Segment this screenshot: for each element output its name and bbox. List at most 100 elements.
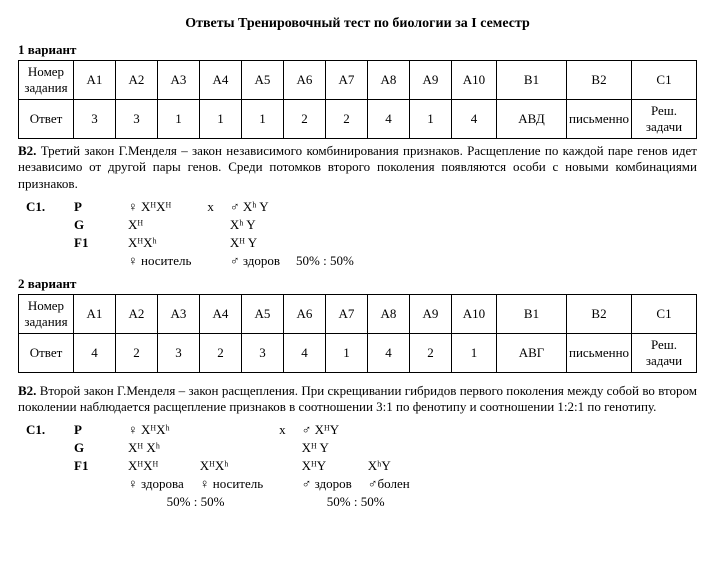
answer-cell: 3 <box>242 333 284 372</box>
answer-cell: Реш. задачи <box>632 333 697 372</box>
phenotype: ♂ здоров <box>294 475 360 493</box>
row-label-task: Номер задания <box>19 294 74 333</box>
ratio: 50% : 50% <box>120 493 271 511</box>
generation-p: P <box>66 421 120 439</box>
generation-f1: F1 <box>66 234 120 252</box>
c1-label: С1. <box>18 198 66 216</box>
gamete: Xᴴ <box>120 216 199 234</box>
variant-1-b2-text: В2. Третий закон Г.Менделя – закон незав… <box>18 143 697 192</box>
phenotype: ♂ здоров <box>222 252 288 270</box>
header-cell: В1 <box>497 61 567 100</box>
answer-cell: 3 <box>158 333 200 372</box>
answer-cell: 2 <box>200 333 242 372</box>
answer-cell: 4 <box>284 333 326 372</box>
variant-2-c1-cross: С1. P ♀ XᴴXʰ x ♂ XᴴY G Xᴴ Xʰ Xᴴ Y F1 XᴴX… <box>18 421 418 511</box>
answer-cell: 1 <box>158 100 200 139</box>
header-cell: А10 <box>452 294 497 333</box>
variant-2-table: Номер задания А1 А2 А3 А4 А5 А6 А7 А8 А9… <box>18 294 697 373</box>
answer-cell: 2 <box>326 100 368 139</box>
answer-cell: 3 <box>116 100 158 139</box>
header-cell: А1 <box>74 61 116 100</box>
answer-cell: 4 <box>452 100 497 139</box>
offspring: XᴴXʰ <box>120 234 199 252</box>
answer-cell: Реш. задачи <box>632 100 697 139</box>
header-cell: А4 <box>200 61 242 100</box>
header-cell: А2 <box>116 294 158 333</box>
header-cell: А1 <box>74 294 116 333</box>
answer-cell: 1 <box>410 100 452 139</box>
table-row: Номер задания А1 А2 А3 А4 А5 А6 А7 А8 А9… <box>19 61 697 100</box>
table-row: Ответ 3 3 1 1 1 2 2 4 1 4 АВД письменно … <box>19 100 697 139</box>
header-cell: А10 <box>452 61 497 100</box>
gamete: Xᴴ Xʰ <box>120 439 271 457</box>
answer-cell: 2 <box>410 333 452 372</box>
header-cell: А7 <box>326 294 368 333</box>
header-cell: А3 <box>158 294 200 333</box>
row-label-answer: Ответ <box>19 100 74 139</box>
header-cell: А8 <box>368 294 410 333</box>
header-cell: А5 <box>242 61 284 100</box>
header-cell: В1 <box>497 294 567 333</box>
header-cell: А3 <box>158 61 200 100</box>
header-cell: А4 <box>200 294 242 333</box>
parent-male: ♂ XᴴY <box>294 421 418 439</box>
variant-2-label: 2 вариант <box>18 276 697 292</box>
parent-female: ♀ XᴴXʰ <box>120 421 271 439</box>
answer-cell: 4 <box>368 100 410 139</box>
answer-cell: 1 <box>200 100 242 139</box>
header-cell: А5 <box>242 294 284 333</box>
answer-cell: 1 <box>452 333 497 372</box>
phenotype: ♀ носитель <box>120 252 199 270</box>
generation-p: P <box>66 198 120 216</box>
cross-symbol: x <box>199 198 222 216</box>
generation-g: G <box>66 216 120 234</box>
variant-1-c1-cross: С1. P ♀ XᴴXᴴ x ♂ Xʰ Y G Xᴴ Xʰ Y F1 XᴴXʰ … <box>18 198 362 270</box>
generation-g: G <box>66 439 120 457</box>
answer-cell: письменно <box>567 100 632 139</box>
header-cell: А9 <box>410 294 452 333</box>
answer-cell: 2 <box>284 100 326 139</box>
header-cell: А2 <box>116 61 158 100</box>
answer-cell: письменно <box>567 333 632 372</box>
parent-male: ♂ Xʰ Y <box>222 198 288 216</box>
answer-cell: 2 <box>116 333 158 372</box>
header-cell: А6 <box>284 61 326 100</box>
phenotype: ♂болен <box>360 475 418 493</box>
answer-cell: 1 <box>326 333 368 372</box>
offspring: XᴴY <box>294 457 360 475</box>
answer-cell: 3 <box>74 100 116 139</box>
answer-cell: АВД <box>497 100 567 139</box>
header-cell: А8 <box>368 61 410 100</box>
answer-cell: АВГ <box>497 333 567 372</box>
generation-f1: F1 <box>66 457 120 475</box>
table-row: Ответ 4 2 3 2 3 4 1 4 2 1 АВГ письменно … <box>19 333 697 372</box>
c1-label: С1. <box>18 421 66 439</box>
page-title: Ответы Тренировочный тест по биологии за… <box>18 16 697 32</box>
ratio: 50% : 50% <box>294 493 418 511</box>
offspring: XʰY <box>360 457 418 475</box>
header-cell: В2 <box>567 294 632 333</box>
header-cell: А6 <box>284 294 326 333</box>
header-cell: А9 <box>410 61 452 100</box>
row-label-answer: Ответ <box>19 333 74 372</box>
phenotype: ♀ носитель <box>192 475 271 493</box>
answer-cell: 1 <box>242 100 284 139</box>
header-cell: А7 <box>326 61 368 100</box>
ratio: 50% : 50% <box>288 252 362 270</box>
variant-1-table: Номер задания А1 А2 А3 А4 А5 А6 А7 А8 А9… <box>18 60 697 139</box>
answer-cell: 4 <box>74 333 116 372</box>
offspring: XᴴXᴴ <box>120 457 192 475</box>
gamete: Xᴴ Y <box>294 439 418 457</box>
row-label-task: Номер задания <box>19 61 74 100</box>
answer-cell: 4 <box>368 333 410 372</box>
table-row: Номер задания А1 А2 А3 А4 А5 А6 А7 А8 А9… <box>19 294 697 333</box>
header-cell: С1 <box>632 294 697 333</box>
parent-female: ♀ XᴴXᴴ <box>120 198 199 216</box>
offspring: Xᴴ Y <box>222 234 288 252</box>
variant-2-b2-text: В2. Второй закон Г.Менделя – закон расще… <box>18 383 697 416</box>
variant-1-label: 1 вариант <box>18 42 697 58</box>
gamete: Xʰ Y <box>222 216 288 234</box>
header-cell: В2 <box>567 61 632 100</box>
phenotype: ♀ здорова <box>120 475 192 493</box>
offspring: XᴴXʰ <box>192 457 271 475</box>
